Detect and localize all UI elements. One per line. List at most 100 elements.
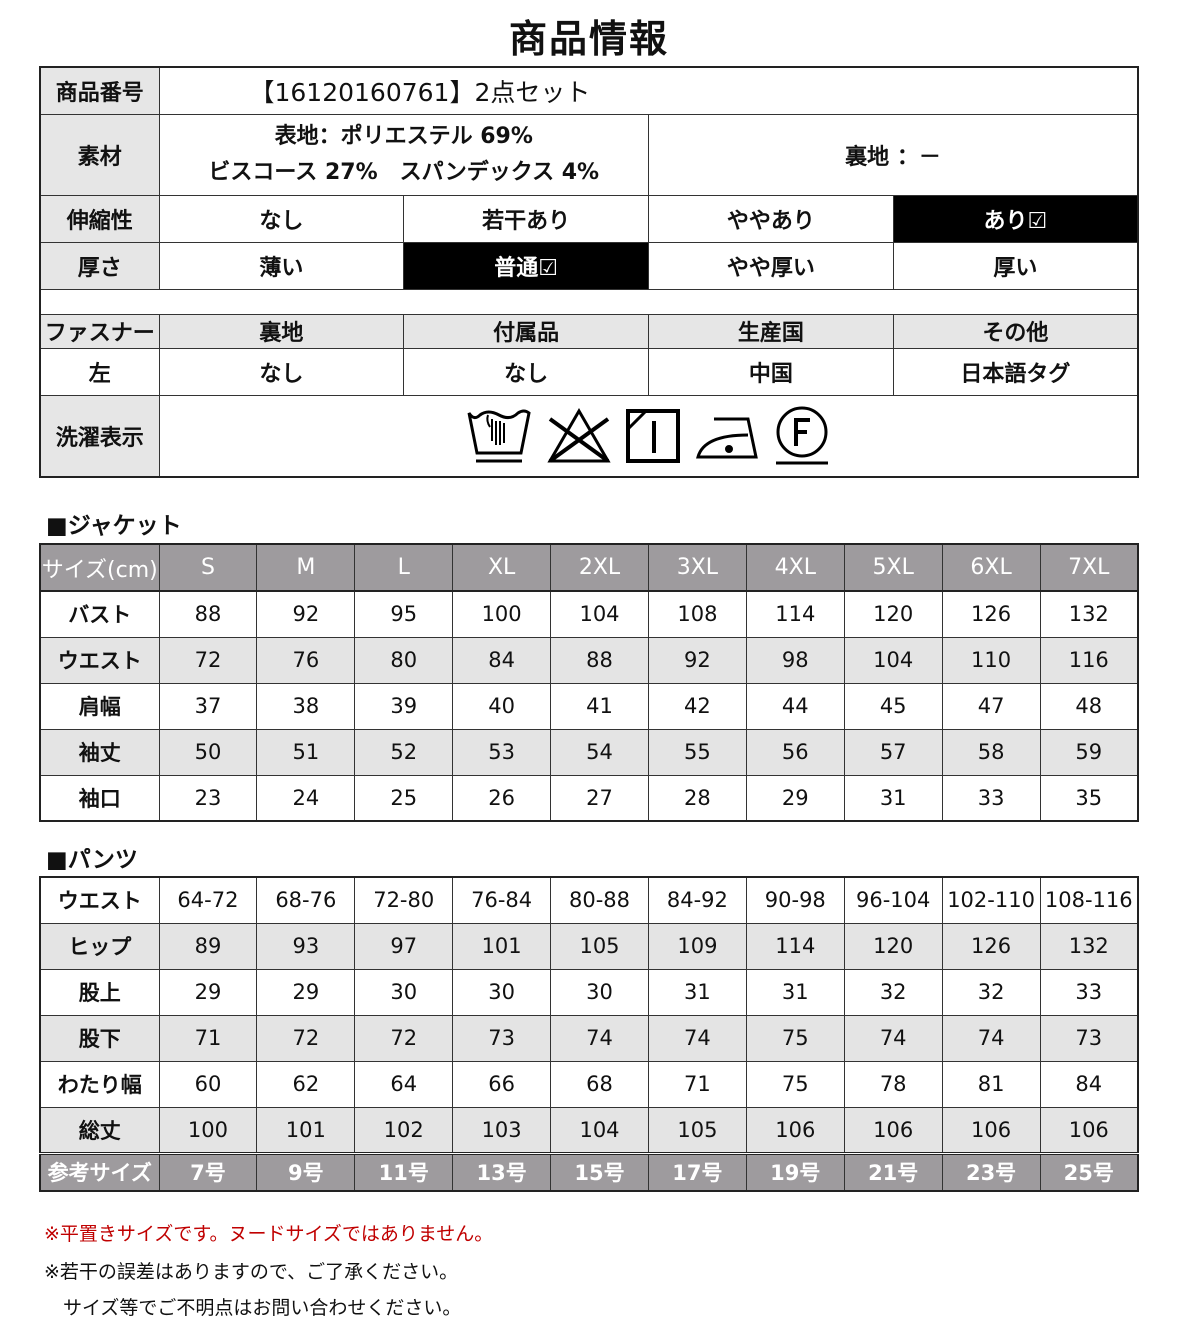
cell: 19号 [745, 1151, 845, 1192]
lining-material: 裏地 ：－ [648, 113, 1139, 196]
product-number-value: 【16120160761】2点セット [158, 66, 1139, 115]
cell: 75 [745, 1014, 845, 1062]
cell: 109 [647, 922, 747, 970]
cell: 108-116 [1039, 876, 1139, 924]
reference-size-row: 参考サイズ 7号 9号 11号 13号 15号 17号 19号 21号 23号 25号 [39, 1151, 1139, 1192]
cell: 98 [745, 636, 845, 684]
cell: 76-84 [452, 876, 552, 924]
table-row: 袖丈 50 51 52 53 54 55 56 57 58 59 [39, 728, 1139, 776]
table-row: 股上 29 29 30 30 30 31 31 32 32 33 [39, 968, 1139, 1016]
cell: 53 [452, 728, 552, 776]
spacer-row [40, 288, 1138, 315]
material-value: 表地：ポリエステル 69% ビスコース 27% スパンデックス 4% [158, 113, 649, 196]
cell: 74 [647, 1014, 747, 1062]
row-label: 股下 [39, 1014, 160, 1062]
cell: 66 [452, 1060, 552, 1108]
cell: 32 [843, 968, 943, 1016]
row-label: 肩幅 [39, 682, 160, 730]
attribute-value: 左 [39, 347, 160, 396]
cell: 72-80 [354, 876, 454, 924]
wash-icons [158, 394, 1139, 478]
cell: 55 [647, 728, 747, 776]
cell: 5XL [843, 543, 943, 592]
cell: 60 [158, 1060, 258, 1108]
cell: 2XL [550, 543, 649, 592]
hand-wash-icon [467, 409, 531, 463]
thickness-option: 普通☑ [403, 241, 649, 290]
cell: 68 [550, 1060, 649, 1108]
cell: 59 [1039, 728, 1139, 776]
row-label: 股上 [39, 968, 160, 1016]
table-row: わたり幅 60 62 64 66 68 71 75 78 81 84 [39, 1060, 1139, 1108]
cell: 29 [158, 968, 258, 1016]
iron-low-icon [696, 417, 759, 459]
row-label: わたり幅 [39, 1060, 160, 1108]
row-label: 袖口 [39, 774, 160, 822]
cell: 81 [941, 1060, 1041, 1108]
thickness-option: 厚い [892, 241, 1139, 290]
cell: 106 [745, 1106, 845, 1154]
cell: 126 [941, 590, 1041, 638]
stretch-option: 若干あり [403, 194, 649, 243]
cell: 71 [647, 1060, 747, 1108]
table-row: バスト 88 92 95 100 104 108 114 120 126 132 [39, 590, 1139, 638]
cell: 104 [843, 636, 943, 684]
cell: 126 [941, 922, 1041, 970]
cell: 104 [550, 1106, 649, 1154]
row-label: 参考サイズ [39, 1151, 160, 1192]
cell: 106 [1039, 1106, 1139, 1154]
cell: 13号 [452, 1151, 552, 1192]
cell: 35 [1039, 774, 1139, 822]
note-flat-measurement: ※平置きサイズです。ヌードサイズではありません。 [44, 1223, 494, 1245]
row-label: ウエスト [39, 636, 160, 684]
cell: 72 [256, 1014, 356, 1062]
cell: 7号 [158, 1151, 258, 1192]
cell: 92 [647, 636, 747, 684]
cell: 80-88 [550, 876, 649, 924]
cell: 116 [1039, 636, 1139, 684]
cell: 80 [354, 636, 454, 684]
cell: 31 [745, 968, 845, 1016]
cell: 62 [256, 1060, 356, 1108]
cell: XL [452, 543, 552, 592]
thickness-label: 厚さ [39, 241, 160, 290]
material-line-1: 表地：ポリエステル 69% [274, 123, 533, 149]
cell: 32 [941, 968, 1041, 1016]
row-label: 袖丈 [39, 728, 160, 776]
cell: 45 [843, 682, 943, 730]
attribute-value-row: 左なし なし 中国 日本語タグ [39, 347, 1139, 396]
cell: 39 [354, 682, 454, 730]
note-tolerance: ※若干の誤差はありますので、ご了承ください。 [44, 1261, 459, 1283]
spacer [40, 288, 1138, 315]
attribute-value: なし [158, 347, 405, 396]
table-row: 肩幅 37 38 39 40 41 42 44 45 47 48 [39, 682, 1139, 730]
wash-row: 洗濯表示 [39, 394, 1139, 478]
cell: 25 [354, 774, 454, 822]
cell: 72 [354, 1014, 454, 1062]
cell: 78 [843, 1060, 943, 1108]
cell: 31 [647, 968, 747, 1016]
cell: 101 [452, 922, 552, 970]
pants-section-title: ■パンツ [46, 847, 138, 873]
cell: 88 [158, 590, 258, 638]
attribute-header: 裏地 [158, 313, 405, 349]
cell: 106 [843, 1106, 943, 1154]
cell: 102 [354, 1106, 454, 1154]
cell: 40 [452, 682, 552, 730]
header-row: サイズ(cm) S M L XL 2XL 3XL 4XL 5XL 6XL 7XL [39, 543, 1139, 592]
cell: 73 [1039, 1014, 1139, 1062]
cell: 89 [158, 922, 258, 970]
cell: 105 [647, 1106, 747, 1154]
cell: 50 [158, 728, 258, 776]
cell: 105 [550, 922, 649, 970]
cell: 47 [941, 682, 1041, 730]
cell: 97 [354, 922, 454, 970]
cell: 30 [354, 968, 454, 1016]
cell: 4XL [745, 543, 845, 592]
table-row: 総丈 100 101 102 103 104 105 106 106 106 106 [39, 1106, 1139, 1154]
cell: 102-110 [941, 876, 1041, 924]
pants-size-table: ウエスト 64-72 68-76 72-80 76-84 80-88 84-92 90-98 9… [39, 876, 1139, 1192]
cell: 26 [452, 774, 552, 822]
material-line-2: ビスコース 27% スパンデックス 4% [208, 159, 600, 185]
cell: 56 [745, 728, 845, 776]
